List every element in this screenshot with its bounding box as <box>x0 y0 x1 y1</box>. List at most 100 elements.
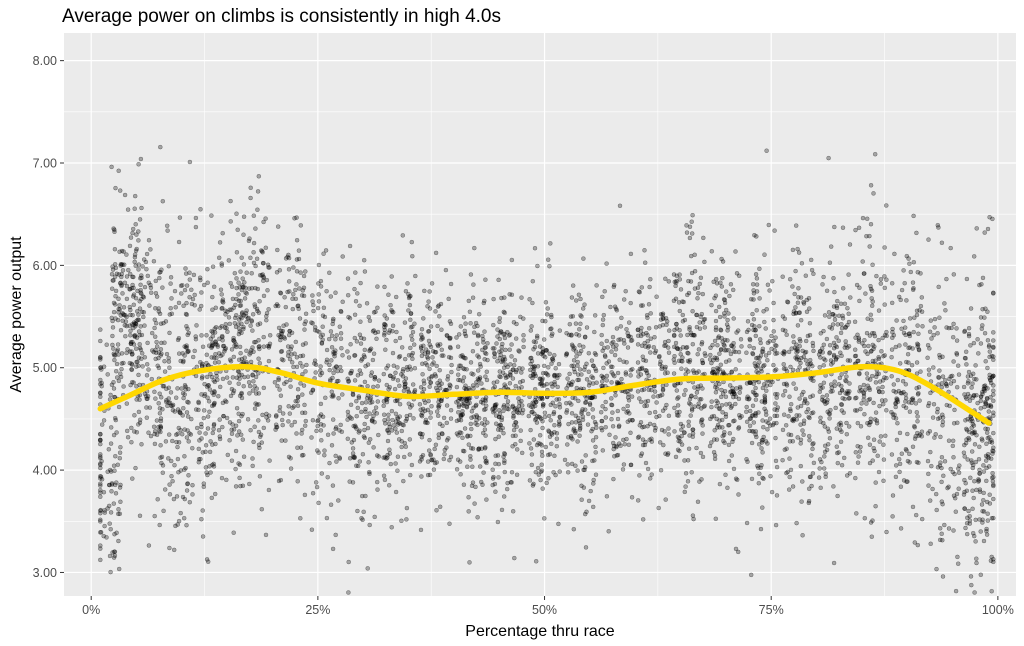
data-point <box>164 223 170 229</box>
data-point <box>952 407 957 413</box>
data-point <box>328 329 334 334</box>
data-point <box>461 314 467 320</box>
data-point <box>989 475 995 480</box>
data-point <box>581 344 586 350</box>
data-point <box>395 378 401 383</box>
data-point <box>153 320 159 326</box>
data-point <box>129 439 134 445</box>
data-point <box>309 320 314 325</box>
data-point <box>612 304 618 309</box>
data-point <box>250 388 256 393</box>
data-point <box>389 309 395 314</box>
data-point <box>217 325 223 331</box>
data-point <box>928 541 933 547</box>
data-point <box>297 316 303 321</box>
data-point <box>784 332 789 338</box>
data-point <box>166 432 172 437</box>
data-point <box>841 455 847 461</box>
data-point <box>600 448 606 453</box>
data-point <box>695 285 701 290</box>
data-point <box>712 428 717 433</box>
data-point <box>251 349 256 354</box>
data-point <box>166 456 171 461</box>
data-point <box>219 292 224 297</box>
data-point <box>663 364 668 370</box>
data-point <box>145 340 150 346</box>
data-point <box>226 315 232 320</box>
data-point <box>772 228 777 233</box>
data-point <box>118 327 124 333</box>
data-point <box>646 387 652 393</box>
data-point <box>417 431 423 436</box>
data-point <box>688 279 694 284</box>
data-point <box>185 399 190 405</box>
data-point <box>118 444 123 450</box>
data-point <box>145 396 150 401</box>
data-point <box>403 444 409 449</box>
data-point <box>795 368 801 373</box>
data-point <box>986 344 992 349</box>
data-point <box>731 418 736 424</box>
data-point <box>382 477 388 483</box>
data-point <box>275 224 281 229</box>
data-point <box>217 436 223 442</box>
data-point <box>583 545 589 550</box>
data-point <box>233 466 238 472</box>
data-point <box>119 366 124 372</box>
data-point <box>243 290 248 295</box>
data-point <box>769 346 774 352</box>
data-point <box>454 400 459 405</box>
data-point <box>362 269 368 274</box>
data-point <box>756 442 762 447</box>
data-point <box>610 364 615 370</box>
data-point <box>645 398 651 404</box>
data-point <box>573 428 578 434</box>
data-point <box>298 516 303 521</box>
data-point <box>158 144 163 150</box>
data-point <box>322 452 327 458</box>
data-point <box>793 268 798 274</box>
data-point <box>929 463 934 469</box>
data-point <box>194 323 199 328</box>
data-point <box>236 357 242 363</box>
data-point <box>550 384 555 389</box>
data-point <box>713 308 719 314</box>
data-point <box>431 360 436 365</box>
data-point <box>460 435 465 441</box>
data-point <box>978 572 984 578</box>
data-point <box>108 441 114 446</box>
data-point <box>252 424 257 430</box>
data-point <box>466 509 471 514</box>
data-point <box>604 494 610 499</box>
data-point <box>822 449 828 455</box>
data-point <box>130 351 135 357</box>
data-point <box>821 342 827 348</box>
data-point <box>171 496 177 502</box>
data-point <box>118 371 123 376</box>
data-point <box>333 453 338 459</box>
data-point <box>410 253 415 259</box>
data-point <box>835 298 840 304</box>
data-point <box>714 386 720 391</box>
data-point <box>838 301 844 307</box>
data-point <box>685 292 690 298</box>
data-point <box>320 337 325 342</box>
data-point <box>980 306 985 312</box>
data-point <box>683 388 688 393</box>
data-point <box>190 445 195 451</box>
data-point <box>871 331 877 336</box>
data-point <box>237 475 242 481</box>
data-point <box>147 405 153 410</box>
data-point <box>674 321 679 327</box>
data-point <box>426 299 431 304</box>
data-point <box>363 406 368 412</box>
data-point <box>156 428 162 434</box>
data-point <box>160 198 166 204</box>
data-point <box>165 403 170 409</box>
data-point <box>409 353 414 358</box>
data-point <box>940 501 945 507</box>
data-point <box>728 282 734 287</box>
data-point <box>245 374 251 379</box>
data-point <box>982 330 988 336</box>
data-point <box>155 363 160 369</box>
